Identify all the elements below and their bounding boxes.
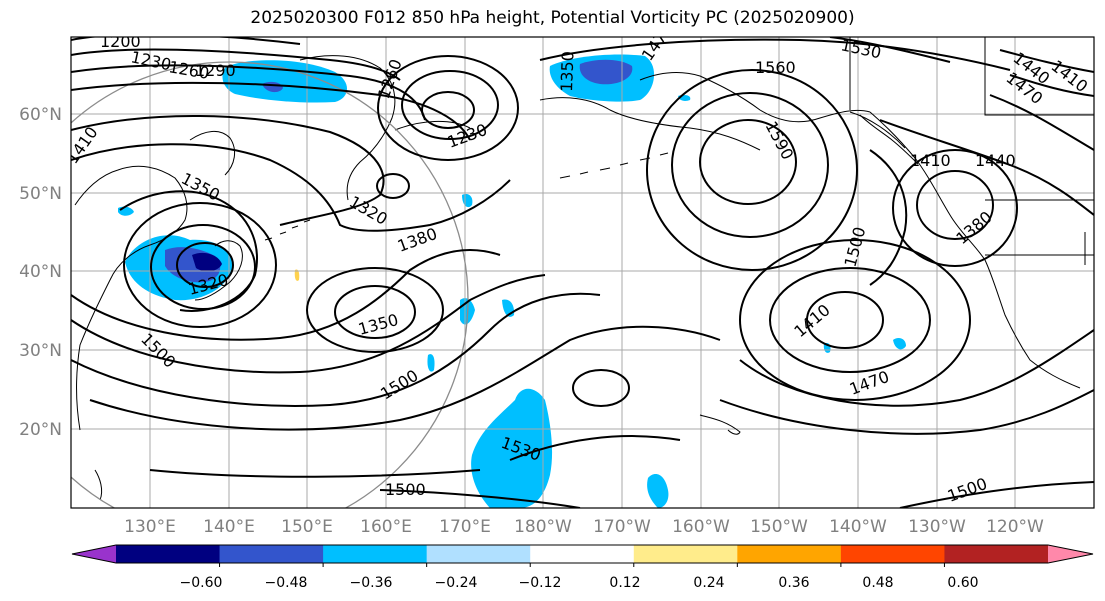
lon-label: 130°W (908, 517, 966, 537)
contour-label: 1350 (557, 51, 577, 92)
lon-label: 140°W (829, 517, 887, 537)
colorbar (71, 544, 1094, 567)
contour-label: 1410 (910, 151, 951, 170)
lon-label: 180°W (514, 517, 572, 537)
contour-label: 1200 (100, 32, 141, 51)
colorbar-segment (944, 545, 1049, 563)
colorbar-extend-low (72, 545, 116, 563)
lon-label: 140°E (203, 517, 255, 537)
lon-label: 120°W (986, 517, 1044, 537)
lat-label: 20°N (19, 420, 62, 440)
colorbar-segment (633, 545, 738, 563)
colorbar-tick-label: 0.12 (609, 575, 640, 591)
range-circle (71, 61, 469, 508)
map-title: 2025020300 F012 850 hPa height, Potentia… (250, 8, 855, 28)
colorbar-segment (426, 545, 531, 563)
lon-label: 170°E (439, 517, 491, 537)
colorbar-tick-label: −0.12 (519, 575, 562, 591)
lon-label: 160°E (360, 517, 412, 537)
latitude-labels: 60°N 50°N 40°N 30°N 20°N (19, 105, 62, 440)
map-area: 1200 1230 1260 1290 1260 1230 1350 1470 … (71, 32, 1094, 508)
colorbar-tick-label: 0.36 (778, 575, 809, 591)
colorbar-tick-label: 0.24 (693, 575, 724, 591)
colorbar-segment (530, 545, 635, 563)
longitude-labels: 130°E 140°E 150°E 160°E 170°E 180°W 170°… (124, 517, 1044, 537)
colorbar-segment (840, 545, 945, 563)
colorbar-tick-label: −0.36 (350, 575, 393, 591)
contour-label: 1440 (975, 151, 1016, 170)
lon-label: 130°E (124, 517, 176, 537)
height-contours (71, 37, 1094, 508)
colorbar-segment (116, 545, 221, 563)
contour-label: 1560 (755, 58, 796, 77)
colorbar-tick-label: 0.60 (947, 575, 978, 591)
lon-label: 170°W (593, 517, 651, 537)
lat-label: 40°N (19, 262, 62, 282)
lat-label: 50°N (19, 184, 62, 204)
colorbar-tick-label: −0.48 (265, 575, 308, 591)
contour-label: 1290 (195, 61, 236, 80)
lat-label: 30°N (19, 341, 62, 361)
colorbar-segment (737, 545, 842, 563)
lat-label: 60°N (19, 105, 62, 125)
colorbar-segment (323, 545, 428, 563)
lon-label: 160°W (672, 517, 730, 537)
colorbar-tick-labels: −0.60 −0.48 −0.36 −0.24 −0.12 0.12 0.24 … (180, 575, 979, 591)
map-frame (70, 36, 1095, 509)
lon-label: 150°W (750, 517, 808, 537)
lon-label: 150°E (281, 517, 333, 537)
colorbar-outline (71, 544, 1094, 564)
contour-label: 1500 (385, 480, 426, 499)
colorbar-tick-label: −0.24 (435, 575, 478, 591)
colorbar-extend-high (1048, 545, 1093, 563)
colorbar-tick-label: −0.60 (180, 575, 223, 591)
colorbar-tick-label: 0.48 (862, 575, 893, 591)
colorbar-segment (219, 545, 324, 563)
